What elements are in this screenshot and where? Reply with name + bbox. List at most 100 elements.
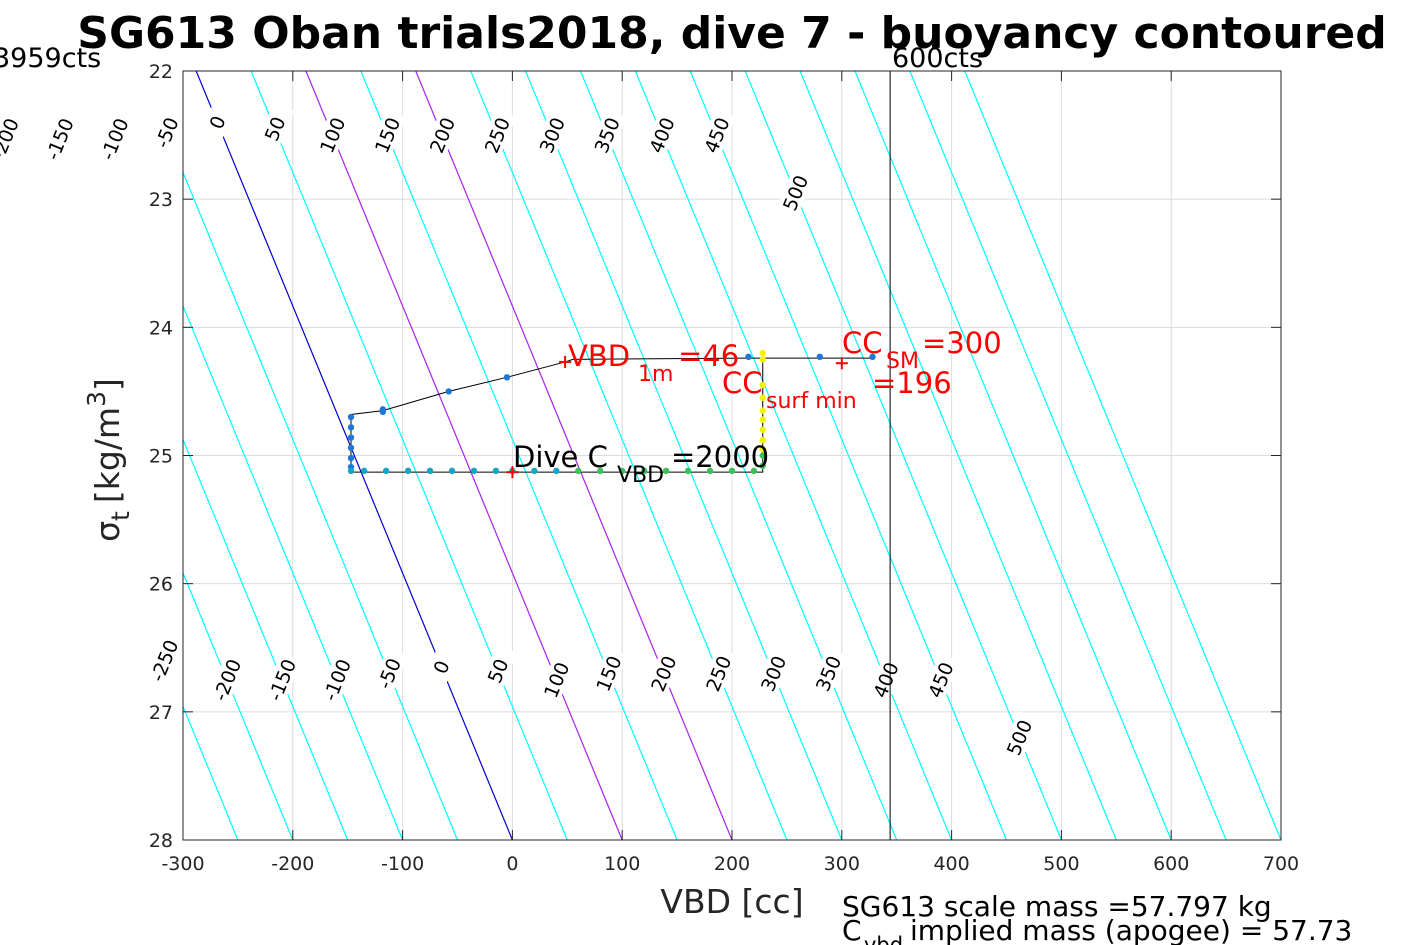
contour-label-bg	[0, 112, 24, 166]
contour-label: -250	[147, 637, 184, 685]
data-point-teal	[553, 467, 560, 475]
contour-label-bg	[144, 634, 184, 687]
contour-line	[854, 71, 1172, 840]
annotation-cc-sm: CC SM =300	[842, 326, 1002, 375]
annotation-cc-surf-main: CC	[722, 366, 763, 400]
contour-label-bg	[207, 653, 247, 707]
data-point-blue	[816, 353, 824, 361]
annotation-dive-c-vbd: Dive C VBD =2000	[513, 440, 769, 489]
red-markers	[506, 355, 848, 479]
y-tick-label: 26	[149, 574, 173, 596]
y-tick-label: 22	[149, 61, 173, 83]
data-point-blue	[347, 434, 355, 441]
axis-ticks: -300 -200 -100 0 100 200 300 400 500 600 700 22 23 24…	[149, 61, 1299, 875]
data-point-yellow	[759, 436, 766, 444]
data-point-green	[706, 467, 714, 475]
annotation-cc-sm-main: CC	[842, 326, 883, 360]
counts-right-label: 600cts	[892, 43, 983, 74]
data-point-teal	[426, 467, 434, 475]
x-tick-label: -200	[271, 853, 314, 875]
contour-label-bg	[477, 108, 517, 162]
contour-label-bg	[644, 647, 683, 700]
contour-line	[689, 71, 1008, 840]
x-axis-label: VBD [cc]	[660, 882, 803, 921]
footer-implied-sub: vbd	[864, 933, 903, 945]
data-point-green	[575, 467, 582, 475]
annotation-cc-surf-min: CC surf min =196	[722, 366, 952, 415]
x-tick-label: 300	[824, 853, 860, 875]
footer-implied-main: C	[842, 914, 862, 945]
x-tick-label: -100	[381, 853, 424, 875]
data-point-yellow	[759, 394, 766, 402]
annotation-vbd-1m-value: =46	[678, 339, 739, 373]
y-axis-label-sup: 3	[82, 391, 111, 407]
data-point-yellow	[759, 445, 766, 453]
annotation-vbd-1m: VBD 1m =46	[568, 339, 739, 388]
buoyancy-contours	[0, 71, 1281, 840]
chart-title: SG613 Oban trials2018, dive 7 - buoyancy…	[77, 8, 1387, 59]
data-point-green	[619, 467, 626, 475]
footer-implied-rest: implied mass (apogee) = 57.73	[910, 914, 1352, 945]
x-tick-label: 700	[1263, 853, 1299, 875]
data-point-yellow	[759, 416, 766, 423]
y-tick-label: 27	[149, 702, 173, 724]
contour-line	[415, 71, 733, 840]
data-point-green	[662, 467, 670, 475]
y-axis-label-sub: t	[106, 511, 135, 521]
annotation-vbd-1m-sub: 1m	[638, 362, 673, 387]
x-tick-label: -300	[161, 853, 204, 875]
contour-label-bg	[699, 647, 738, 700]
dive-track	[350, 357, 875, 473]
contour-line	[525, 71, 843, 840]
data-point-blue	[347, 413, 355, 421]
contour-label: -200	[0, 115, 24, 163]
x-tick-label: 200	[714, 853, 750, 875]
contour-line	[579, 71, 898, 840]
data-point-blue	[347, 444, 355, 452]
data-point-blue	[379, 408, 387, 416]
x-tick-label: 100	[604, 853, 640, 875]
data-point-blue	[745, 353, 752, 361]
contour-label: -100	[97, 115, 134, 163]
data-point-yellow	[759, 356, 766, 363]
footer-implied-mass: C vbd implied mass (apogee) = 57.73	[842, 914, 1352, 945]
data-point-yellow	[759, 426, 766, 434]
contour-label-bg	[921, 653, 960, 707]
contour-label-bg	[421, 640, 461, 694]
contour-line	[250, 71, 568, 840]
data-point-blue	[869, 353, 876, 361]
footer-scale-mass: SG613 scale mass =57.797 kg	[842, 890, 1272, 923]
data-point-green	[728, 467, 736, 475]
y-axis-label-symbol: σ	[88, 521, 127, 542]
data-point-green	[759, 462, 766, 469]
contour-label-bg	[866, 653, 906, 707]
x-tick-label: 500	[1043, 853, 1079, 875]
contour-line	[0, 71, 18, 840]
contour-line	[360, 71, 678, 840]
contour-line	[799, 71, 1117, 840]
contour-label-bg	[313, 108, 352, 162]
contour-label-bg	[537, 653, 576, 707]
contour-label-bg	[642, 108, 682, 162]
contour-label-bg	[422, 108, 462, 162]
contour-label-bg	[999, 711, 1039, 764]
annotation-dive-c-main: Dive C	[513, 440, 608, 474]
contour-label-bg	[369, 647, 409, 700]
data-point-teal	[531, 467, 538, 475]
contour-line	[0, 71, 73, 840]
contour-label-bg	[197, 95, 237, 149]
contour-label-bg	[262, 653, 302, 707]
data-point-teal	[448, 467, 456, 475]
contour-line	[183, 571, 294, 840]
contour-line	[634, 71, 953, 840]
annotation-dive-c-value: =2000	[671, 440, 769, 474]
contour-line	[305, 71, 623, 840]
annotation-cc-surf-value: =196	[872, 366, 952, 400]
contour-label: -150	[42, 115, 79, 163]
contour-label-bg	[40, 112, 79, 166]
counts-left-label: 3959cts	[0, 43, 101, 74]
data-point-teal	[404, 467, 412, 475]
x-tick-label: 400	[933, 853, 969, 875]
x-tick-label: 600	[1153, 853, 1189, 875]
